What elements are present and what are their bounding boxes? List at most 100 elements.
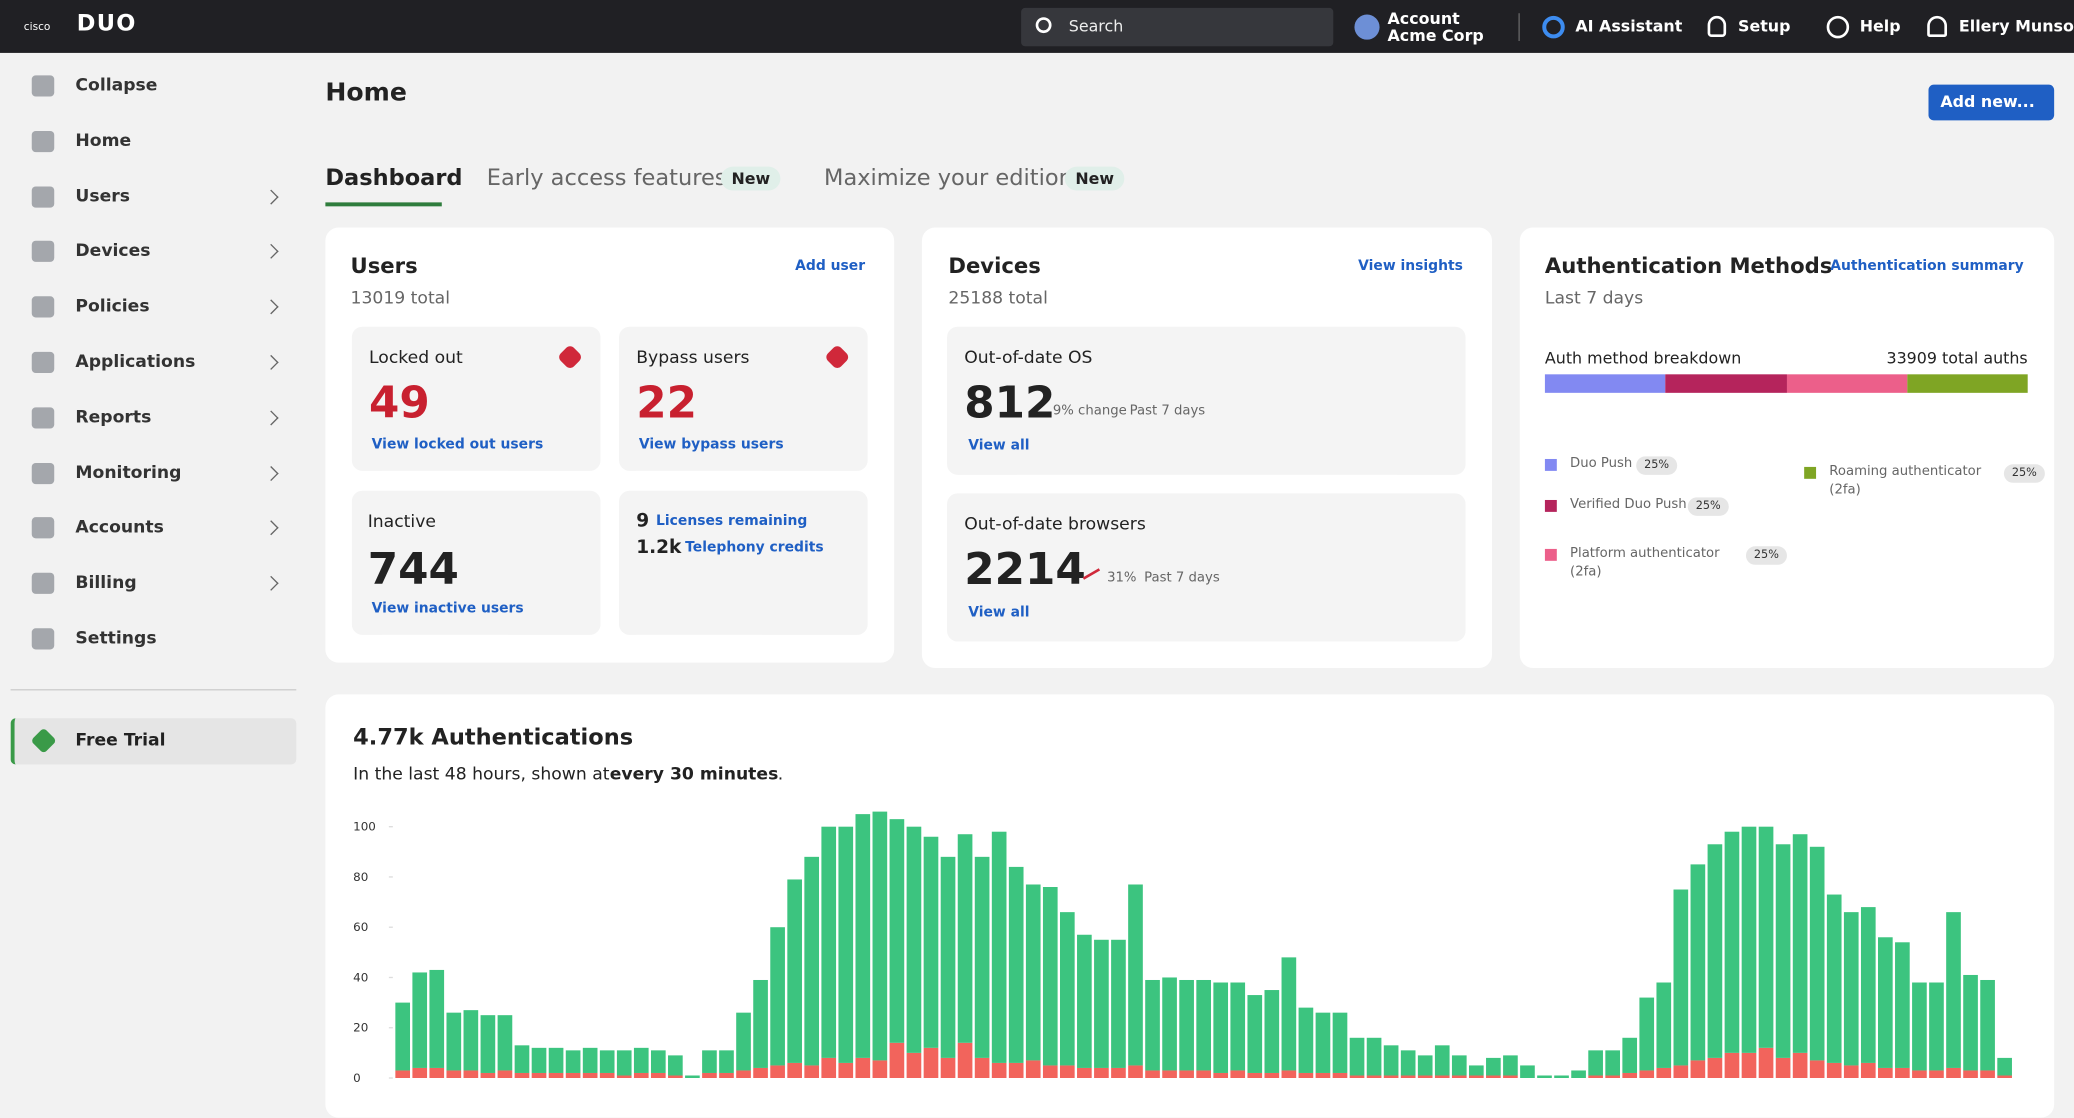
auth-chart: 0 20 40 60 80 100 — [353, 811, 2012, 1085]
telephony-link[interactable]: Telephony credits — [685, 539, 824, 556]
bar-segment — [599, 1072, 615, 1079]
bar-segment — [1503, 1075, 1518, 1079]
bar-segment — [1451, 1055, 1467, 1076]
bar-segment — [1008, 866, 1024, 1063]
tile-link[interactable]: View inactive users — [371, 600, 524, 617]
bar-segment — [1622, 1072, 1638, 1079]
ai-assistant[interactable]: AI Assistant — [1575, 17, 1683, 36]
bar-segment — [1162, 977, 1177, 1071]
bar-segment — [957, 834, 973, 1043]
bar-segment — [1417, 1055, 1433, 1076]
bar-segment — [1366, 1075, 1382, 1079]
account-name[interactable]: Acme Corp — [1387, 26, 1484, 45]
bar-segment — [1980, 1070, 1995, 1079]
nav-icon — [31, 240, 55, 262]
tile-label: Out-of-date browsers — [964, 515, 1146, 536]
add-new-button[interactable] — [1928, 84, 2055, 121]
nav-item[interactable]: Settings — [75, 628, 157, 649]
free-trial[interactable]: Free Trial — [75, 730, 166, 751]
bar-segment — [1008, 1062, 1024, 1079]
bar-segment — [1537, 1075, 1552, 1079]
sidebar-divider — [10, 689, 297, 691]
bar-segment — [1094, 939, 1109, 1068]
tile-link[interactable]: View all — [968, 604, 1030, 621]
nav-item[interactable]: Billing — [75, 573, 137, 594]
licenses-value: 9 — [636, 510, 650, 532]
bar-segment — [770, 927, 785, 1066]
user-menu[interactable]: Ellery Munson — [1958, 17, 2074, 36]
legend-value: 25% — [1745, 546, 1787, 565]
tile-link[interactable]: View all — [968, 437, 1030, 454]
account-label: Account — [1387, 9, 1460, 28]
bar-segment — [753, 979, 768, 1068]
bar-segment — [1843, 912, 1859, 1066]
chevron — [263, 354, 279, 370]
chart-title: 4.77k Authentications — [353, 724, 634, 752]
help-icon — [1826, 15, 1850, 39]
nav-item[interactable]: Applications — [75, 352, 196, 373]
bar-segment — [548, 1072, 564, 1079]
bar-segment — [1639, 1070, 1655, 1079]
bar-segment — [1468, 1065, 1484, 1076]
bar-segment — [1724, 1052, 1740, 1079]
bar-segment — [395, 1002, 411, 1071]
bar-segment — [1400, 1050, 1416, 1076]
search-box[interactable] — [1021, 7, 1334, 47]
bar-segment — [1349, 1037, 1365, 1076]
bar-segment — [1247, 995, 1263, 1073]
bar-segment — [412, 972, 428, 1068]
nav-item[interactable]: Devices — [75, 241, 151, 262]
bar-segment — [1196, 979, 1211, 1071]
tab[interactable]: Early access features — [486, 165, 727, 192]
tile — [619, 490, 868, 635]
tab[interactable]: Maximize your edition — [824, 165, 1073, 192]
nav-item[interactable]: Home — [75, 131, 132, 152]
bar-segment — [1826, 1062, 1842, 1079]
bar-segment — [1946, 912, 1961, 1068]
nav-icon — [31, 407, 55, 429]
legend-value: 25% — [2003, 464, 2045, 483]
bar-segment — [1673, 1065, 1689, 1079]
help[interactable]: Help — [1859, 17, 1901, 36]
search-placeholder[interactable]: Search — [1068, 17, 1124, 36]
tile-link[interactable]: View bypass users — [638, 436, 784, 453]
trial-box[interactable] — [10, 718, 297, 765]
bar-segment — [1366, 1037, 1382, 1076]
add-new-label[interactable]: Add new... — [1940, 92, 2035, 112]
bar-segment — [1707, 844, 1723, 1058]
setup[interactable]: Setup — [1738, 17, 1791, 36]
bar-segment — [1077, 1067, 1092, 1079]
tile-link[interactable]: View locked out users — [371, 436, 544, 453]
nav-item[interactable]: Collapse — [75, 76, 158, 96]
tile-delta: 9% change — [1052, 404, 1127, 419]
bar-segment — [1588, 1050, 1603, 1076]
card-link[interactable]: View insights — [1358, 257, 1463, 274]
nav-item[interactable]: Users — [75, 187, 130, 208]
bar-segment — [889, 1042, 905, 1079]
nav-item[interactable]: Policies — [75, 296, 150, 317]
bar-segment — [1758, 826, 1774, 1048]
tile-value: 2214 — [964, 542, 1086, 595]
card-link[interactable]: Authentication summary — [1830, 257, 2024, 274]
chevron — [263, 575, 279, 591]
bar-segment — [463, 1070, 479, 1079]
auth-card — [1519, 227, 2055, 668]
bar-segment — [1298, 1007, 1314, 1073]
nav-item[interactable]: Reports — [75, 408, 152, 428]
legend-label: Roaming authenticator (2fa) — [1829, 464, 1982, 498]
tab[interactable]: Dashboard — [325, 165, 463, 192]
bar-segment — [787, 879, 802, 1063]
search-icon — [1035, 17, 1052, 34]
nav-item[interactable]: Accounts — [75, 517, 164, 538]
tile-period: Past 7 days — [1144, 570, 1220, 586]
licenses-link[interactable]: Licenses remaining — [656, 513, 808, 530]
nav-item[interactable]: Monitoring — [75, 463, 182, 484]
card-link[interactable]: Add user — [795, 257, 866, 274]
bar-segment — [940, 1057, 956, 1079]
nav-icon — [31, 130, 55, 153]
bar-segment — [1111, 1067, 1126, 1079]
legend-swatch — [1544, 548, 1557, 561]
bar-segment — [1895, 942, 1910, 1068]
chart-subtitle-bold: every 30 minutes — [609, 765, 779, 786]
